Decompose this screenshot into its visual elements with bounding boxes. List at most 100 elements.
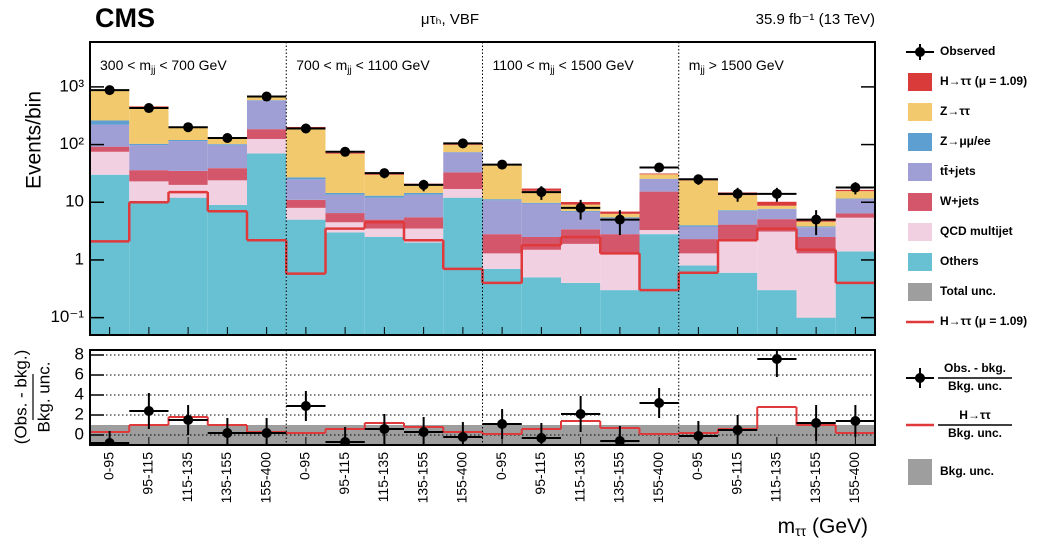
stack-segment [404, 242, 444, 335]
x-tick-label: 155-400 [846, 452, 862, 504]
stack-segment [443, 152, 483, 173]
stack-segment [364, 174, 404, 196]
stack-segment [757, 209, 797, 220]
y-tick-label: 2 [75, 404, 84, 423]
obs-point [300, 123, 311, 134]
stack-segment [207, 168, 247, 181]
legend-label: H→ττ (μ = 1.09) [940, 74, 1027, 88]
stack-segment [325, 153, 365, 193]
legend-swatch [908, 253, 932, 271]
legend-label: Bkg. unc. [948, 426, 1002, 440]
obs-point [379, 168, 390, 179]
legend-swatch [908, 193, 932, 211]
stack-segment [482, 199, 522, 201]
ratio-y-title-top: (Obs. - bkg.) [11, 350, 30, 444]
x-tick-label: 135-155 [414, 452, 430, 504]
legend-swatch [908, 133, 932, 151]
obs-point [850, 182, 861, 193]
x-tick-label: 135-155 [218, 452, 234, 504]
lumi: 35.9 fb⁻¹ (13 TeV) [756, 11, 875, 28]
x-title-post: (GeV) [806, 515, 868, 538]
x-tick-label: 0-95 [689, 452, 705, 480]
legend-swatch [908, 103, 932, 121]
stack-segment [129, 145, 169, 171]
y-tick-label: 4 [75, 384, 84, 403]
y-tick-label: 8 [75, 344, 84, 363]
obs-point [104, 85, 115, 96]
obs-point [340, 146, 351, 157]
legend-label: Obs. - bkg. [944, 361, 1006, 375]
stack-segment [443, 188, 483, 198]
y-tick-label: 1 [75, 249, 84, 268]
stack-segment [325, 194, 365, 214]
stack-segment [90, 174, 130, 335]
ratio-point [261, 428, 272, 438]
stack-segment [718, 224, 758, 242]
y-tick-label: 6 [75, 364, 84, 383]
stack-segment [521, 203, 561, 237]
obs-point [261, 91, 272, 102]
ratio-point [575, 409, 586, 419]
legend-label: H→ττ (μ = 1.09) [940, 314, 1027, 328]
stack-segment [364, 236, 404, 335]
region-sub: jj [549, 65, 554, 76]
stack-segment [286, 219, 326, 335]
stack-segment [207, 204, 247, 335]
y-tick-label: 10³ [59, 76, 84, 95]
ratio-point [379, 424, 390, 434]
obs-point [732, 188, 743, 199]
upper-plot [90, 85, 875, 335]
x-tick-label: 95-115 [728, 452, 744, 495]
stack-segment [796, 317, 836, 335]
region-sub: jj [150, 65, 155, 76]
legend-swatch [908, 163, 932, 181]
stack-segment [168, 141, 208, 171]
stack-segment [835, 213, 875, 218]
stack-segment [364, 197, 404, 220]
stack-segment [90, 151, 130, 175]
legend-swatch [908, 459, 932, 485]
stack-segment [639, 230, 679, 235]
stack-segment [325, 232, 365, 335]
ratio-frame [89, 349, 876, 446]
x-tick-label: 0-95 [297, 452, 313, 480]
stack-segment [364, 195, 404, 198]
stack-segment [247, 138, 287, 154]
stack-segment [247, 153, 287, 335]
obs-point [536, 187, 547, 198]
stack-segment [129, 181, 169, 203]
stack-segment [600, 253, 640, 291]
stack-segment [129, 143, 169, 146]
stack-segment [286, 127, 326, 178]
region-label: mjj > 1500 GeV [689, 57, 785, 76]
stack-segment [404, 194, 444, 218]
stack-segment [521, 236, 561, 250]
x-tick-label: 95-115 [336, 452, 352, 495]
legend-label: Total unc. [940, 284, 996, 298]
stack-segment [639, 191, 679, 231]
ratio-point [497, 419, 508, 429]
stack-segment [482, 268, 522, 335]
stack-segment [639, 173, 679, 175]
stack-segment [325, 213, 365, 223]
obs-point [614, 214, 625, 225]
legend-label: Z→μμ/ee [940, 134, 991, 148]
x-tick-label: 155-400 [650, 452, 666, 504]
stack-segment [718, 210, 758, 225]
region-post: < 1500 GeV [555, 57, 635, 73]
stack-segment [718, 272, 758, 335]
stack-segment [90, 120, 130, 125]
stack-segment [718, 195, 758, 211]
legend-label: QCD multijet [940, 224, 1013, 238]
stack-segment [247, 100, 287, 130]
stack-segment [286, 199, 326, 208]
stack-segment [286, 177, 326, 180]
obs-point [418, 179, 429, 190]
stack-segment [129, 202, 169, 335]
obs-point [183, 122, 194, 133]
stack-segment [600, 234, 640, 254]
stack-segment [286, 179, 326, 200]
obs-point [575, 202, 586, 213]
stack-segment [482, 234, 522, 254]
